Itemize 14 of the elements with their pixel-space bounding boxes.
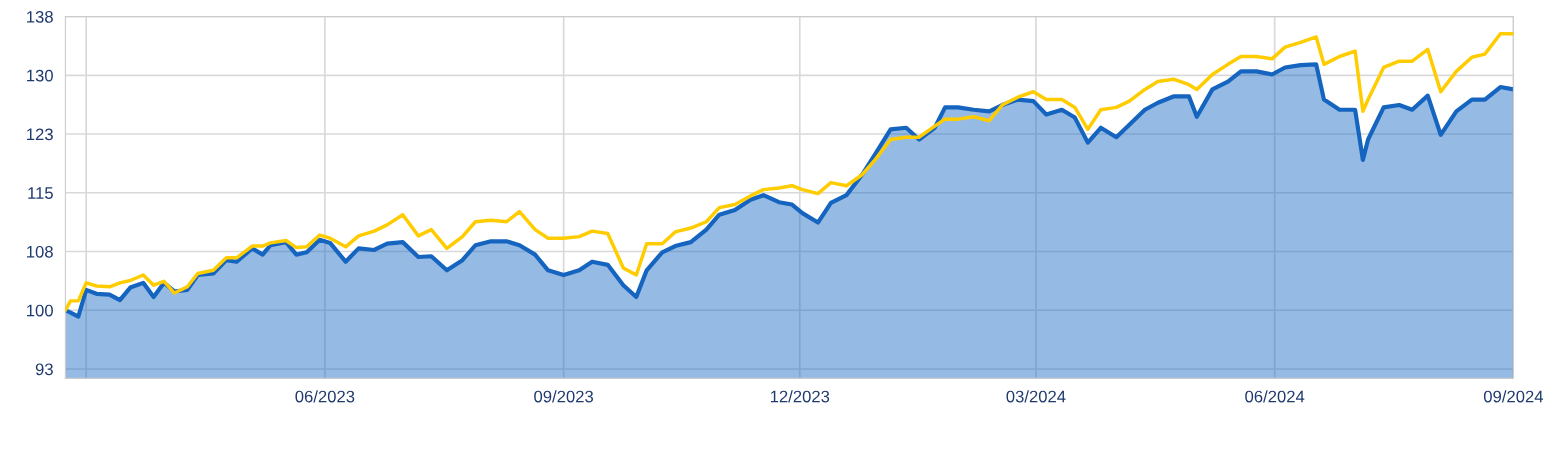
line-series (65, 32, 1514, 312)
x-tick-label: 03/2024 (1006, 390, 1066, 403)
y-tick-label: 93 (35, 363, 53, 376)
x-tick-label: 09/2023 (534, 390, 594, 403)
x-tick-label: 06/2024 (1245, 390, 1305, 403)
y-tick-label: 115 (28, 187, 53, 199)
y-tick-label: 138 (27, 10, 53, 23)
x-tick-label: 12/2023 (770, 390, 830, 403)
y-tick-label: 123 (27, 128, 53, 141)
x-tick-label: 09/2024 (1483, 390, 1544, 403)
y-tick-label: 108 (27, 245, 53, 258)
x-tick-label: 06/2023 (295, 390, 355, 403)
y-tick-label: 100 (27, 304, 53, 317)
y-tick-label: 130 (27, 69, 53, 82)
